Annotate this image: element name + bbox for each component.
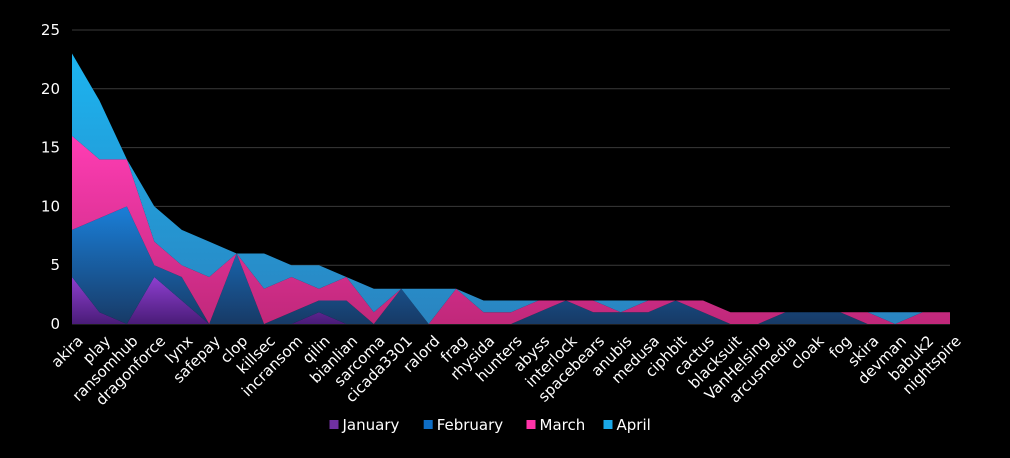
legend-label-february: February <box>437 416 504 434</box>
legend-swatch-april <box>603 420 613 429</box>
y-tick-label: 25 <box>41 21 60 39</box>
y-tick-label: 10 <box>41 197 60 215</box>
legend-label-april: April <box>617 416 651 434</box>
y-tick-label: 0 <box>50 315 60 333</box>
y-tick-label: 20 <box>41 80 60 98</box>
legend-swatch-january <box>329 420 339 429</box>
y-tick-label: 5 <box>50 256 60 274</box>
legend-swatch-march <box>526 420 536 429</box>
legend: January February March April <box>329 416 651 434</box>
area-january <box>72 276 950 324</box>
y-tick-label: 15 <box>41 139 60 157</box>
y-axis-ticks: 0 5 10 15 20 25 <box>41 21 60 333</box>
legend-label-january: January <box>342 416 400 434</box>
area-march <box>72 135 950 324</box>
x-axis-labels: akiraplayransomhubdragonforcelynxsafepay… <box>48 332 965 409</box>
area-series <box>72 53 950 325</box>
legend-label-march: March <box>540 416 586 434</box>
legend-swatch-february <box>423 420 433 429</box>
